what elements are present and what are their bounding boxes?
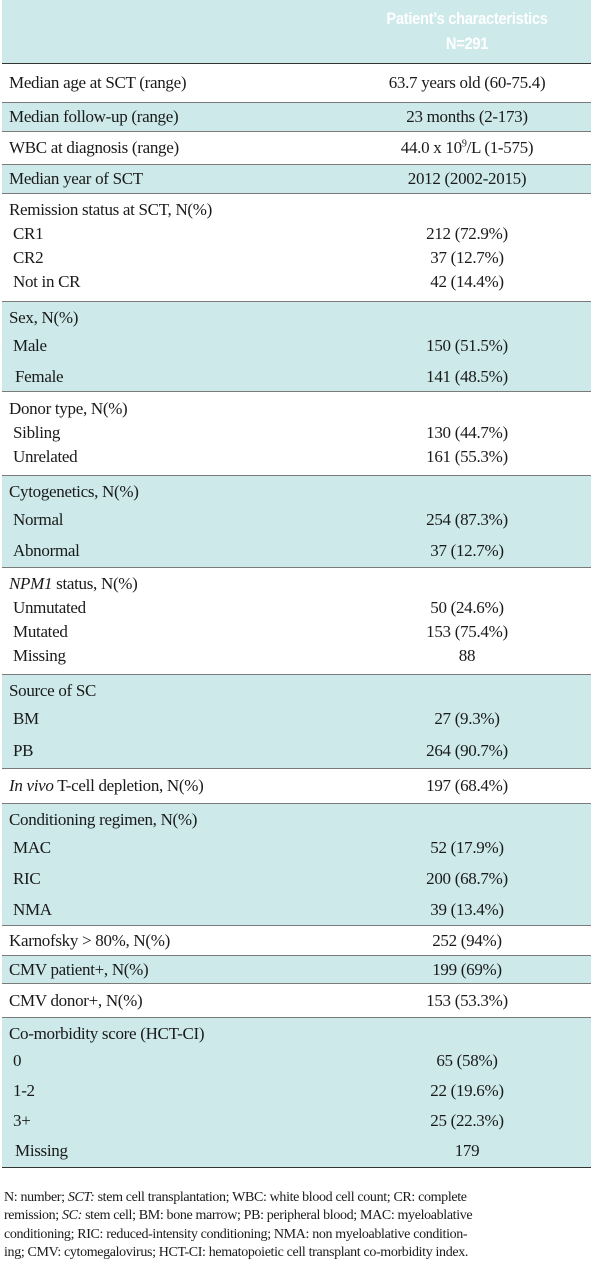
list-item-value: 254 (87.3%) bbox=[426, 509, 508, 529]
row-value: 199 (69%) bbox=[432, 959, 502, 979]
footnote-line: conditioning; RIC: reduced-intensity con… bbox=[4, 1226, 468, 1242]
row-tcell-depletion: In vivo T-cell depletion, N(%) 197 (68.4… bbox=[2, 769, 591, 804]
list-item-value: 25 (22.3%) bbox=[430, 1111, 504, 1130]
row-wbc: WBC at diagnosis (range) 44.0 x 109/L (1… bbox=[2, 132, 591, 165]
table-header: Patient’s characteristics N=291 bbox=[2, 0, 591, 64]
row-label: NPM1 status, N(%) bbox=[9, 573, 138, 593]
list-item-value: 39 (13.4%) bbox=[430, 899, 504, 919]
row-label: Median age at SCT (range) bbox=[9, 73, 187, 92]
list-item-label: 0 bbox=[13, 1051, 22, 1070]
list-item-value: 37 (12.7%) bbox=[430, 540, 504, 560]
list-item-value: 150 (51.5%) bbox=[426, 335, 508, 355]
row-median-followup: Median follow-up (range) 23 months (2-17… bbox=[2, 103, 591, 132]
list-item-label: Unrelated bbox=[13, 447, 78, 466]
row-cytogenetics: Cytogenetics, N(%) Normal 254 (87.3%) Abn… bbox=[2, 476, 591, 568]
footnote-line: ing; CMV: cytomegalovirus; HCT-CI: hemat… bbox=[4, 1244, 469, 1260]
row-label: Median follow-up (range) bbox=[9, 107, 179, 126]
row-label: Co-morbidity score (HCT-CI) bbox=[9, 1023, 205, 1043]
list-item-label: MAC bbox=[13, 837, 51, 857]
row-cmv-patient: CMV patient+, N(%) 199 (69%) bbox=[2, 956, 591, 984]
row-median-year: Median year of SCT 2012 (2002-2015) bbox=[2, 165, 591, 194]
row-donor-type: Donor type, N(%) Sibling 130 (44.7%) Unre… bbox=[2, 392, 591, 476]
row-npm1: NPM1 status, N(%) Unmutated 50 (24.6%) Mu… bbox=[2, 568, 591, 675]
list-item-value: 141 (48.5%) bbox=[426, 366, 508, 386]
row-sex: Sex, N(%) Male 150 (51.5%) Female 141 (48.… bbox=[2, 302, 591, 392]
row-cmv-donor: CMV donor+, N(%) 153 (53.3%) bbox=[2, 984, 591, 1018]
row-label: Karnofsky > 80%, N(%) bbox=[9, 930, 170, 950]
row-value: 197 (68.4%) bbox=[426, 776, 508, 795]
list-item-value: 27 (9.3%) bbox=[434, 709, 500, 728]
row-value: 63.7 years old (60-75.4) bbox=[388, 73, 546, 92]
header-n: N=291 bbox=[445, 34, 489, 53]
row-label: WBC at diagnosis (range) bbox=[9, 138, 179, 157]
list-item-value: 50 (24.6%) bbox=[430, 598, 504, 617]
list-item-label: Missing bbox=[15, 1141, 68, 1160]
row-remission: Remission status at SCT, N(%) CR1 212 (72… bbox=[2, 194, 591, 302]
list-item-label: 1-2 bbox=[13, 1081, 35, 1100]
list-item-label: RIC bbox=[13, 868, 41, 888]
list-item-label: Missing bbox=[13, 646, 66, 665]
row-source-sc: Source of SC BM 27 (9.3%) PB 264 (90.7%) bbox=[2, 675, 591, 769]
footnote-line: remission; SC: stem cell; BM: bone marro… bbox=[4, 1208, 473, 1224]
characteristics-table: Patient’s characteristics N=291 Median a… bbox=[2, 0, 591, 1168]
row-label: Remission status at SCT, N(%) bbox=[9, 199, 213, 219]
row-label: CMV patient+, N(%) bbox=[9, 959, 149, 979]
row-value: 252 (94%) bbox=[432, 930, 502, 950]
list-item-label: Normal bbox=[13, 509, 64, 529]
list-item-label: NMA bbox=[13, 899, 52, 919]
row-value: 44.0 x 109/L (1-575) bbox=[400, 138, 534, 157]
list-item-value: 161 (55.3%) bbox=[426, 447, 508, 466]
list-item-value: 130 (44.7%) bbox=[426, 423, 508, 442]
list-item-label: Unmutated bbox=[13, 598, 86, 617]
row-label: Median year of SCT bbox=[9, 169, 143, 188]
row-conditioning: Conditioning regimen, N(%) MAC 52 (17.9%)… bbox=[2, 804, 591, 926]
list-item-label: Female bbox=[15, 366, 64, 386]
row-label: Conditioning regimen, N(%) bbox=[9, 809, 198, 829]
list-item-label: Abnormal bbox=[13, 540, 80, 560]
list-item-label: Sibling bbox=[13, 423, 61, 442]
list-item-label: Mutated bbox=[13, 622, 68, 641]
list-item-value: 52 (17.9%) bbox=[430, 837, 504, 857]
footnote-line: N: number; SCT: stem cell transplantatio… bbox=[4, 1190, 467, 1205]
list-item-value: 212 (72.9%) bbox=[426, 224, 508, 243]
list-item-label: 3+ bbox=[13, 1111, 31, 1130]
list-item-value: 153 (75.4%) bbox=[426, 622, 508, 641]
list-item-value: 37 (12.7%) bbox=[430, 248, 504, 267]
row-value: 23 months (2-173) bbox=[406, 107, 528, 126]
row-label: Sex, N(%) bbox=[9, 307, 79, 327]
list-item-label: Male bbox=[13, 335, 47, 355]
list-item-label: BM bbox=[13, 709, 39, 728]
row-median-age: Median age at SCT (range) 63.7 years old… bbox=[2, 64, 591, 103]
list-item-label: Not in CR bbox=[13, 272, 81, 291]
row-value: 153 (53.3%) bbox=[426, 990, 508, 1010]
row-karnofsky: Karnofsky > 80%, N(%) 252 (94%) bbox=[2, 926, 591, 956]
list-item-value: 42 (14.4%) bbox=[430, 272, 504, 291]
row-label: Source of SC bbox=[9, 680, 97, 700]
list-item-value: 65 (58%) bbox=[436, 1051, 498, 1070]
row-value: 2012 (2002-2015) bbox=[407, 169, 527, 188]
table-footnote: N: number; SCT: stem cell transplantatio… bbox=[4, 1189, 588, 1262]
row-hctci: Co-morbidity score (HCT-CI) 0 65 (58%) 1-… bbox=[2, 1018, 591, 1168]
row-label: Cytogenetics, N(%) bbox=[9, 481, 139, 501]
list-item-label: CR1 bbox=[13, 224, 44, 243]
list-item-label: CR2 bbox=[13, 248, 44, 267]
row-label: In vivo T-cell depletion, N(%) bbox=[9, 776, 204, 795]
header-title: Patient’s characteristics bbox=[386, 9, 548, 28]
list-item-value: 200 (68.7%) bbox=[426, 868, 508, 888]
list-item-value: 22 (19.6%) bbox=[430, 1081, 504, 1100]
list-item-value: 179 bbox=[454, 1141, 480, 1160]
row-label: CMV donor+, N(%) bbox=[9, 990, 143, 1010]
row-label: Donor type, N(%) bbox=[9, 398, 128, 418]
list-item-value: 88 bbox=[458, 646, 476, 665]
list-item-value: 264 (90.7%) bbox=[426, 741, 508, 760]
list-item-label: PB bbox=[13, 741, 34, 760]
